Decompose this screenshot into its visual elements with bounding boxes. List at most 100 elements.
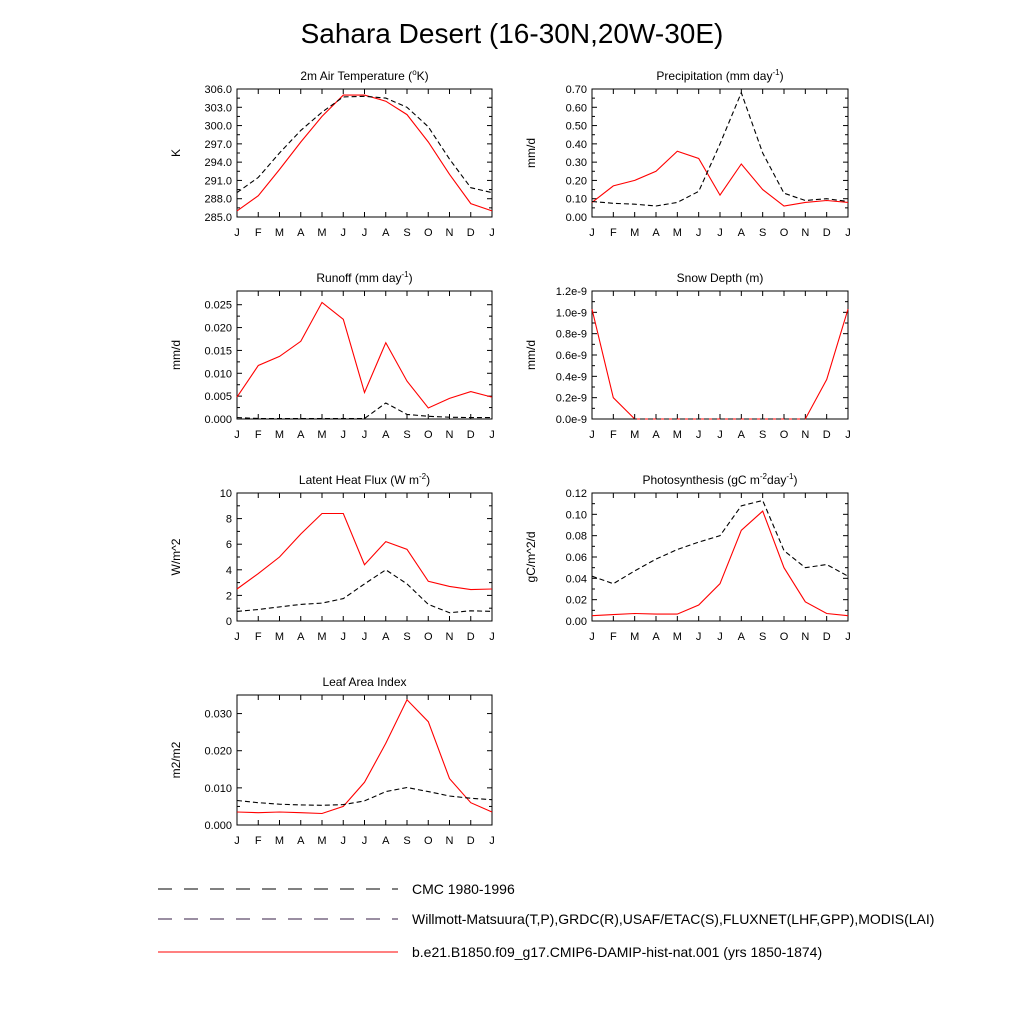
x-tick-label: J — [589, 227, 595, 239]
y-tick-label: 0.020 — [204, 323, 232, 335]
x-tick-label: J — [489, 227, 495, 239]
x-tick-label: J — [234, 631, 240, 643]
y-axis-label: m2/m2 — [169, 741, 183, 778]
x-tick-label: J — [234, 429, 240, 441]
x-tick-label: J — [362, 429, 368, 441]
x-tick-label: M — [317, 429, 326, 441]
plot-frame — [236, 492, 493, 622]
y-tick-label: 0.030 — [204, 709, 232, 721]
x-tick-label: F — [610, 429, 617, 441]
x-tick-label: S — [403, 835, 410, 847]
y-tick-label: 0.020 — [204, 746, 232, 758]
x-tick-label: F — [610, 227, 617, 239]
x-tick-label: J — [717, 429, 723, 441]
y-tick-label: 0.20 — [566, 175, 587, 187]
x-tick-label: J — [845, 631, 851, 643]
x-tick-label: A — [297, 429, 305, 441]
chart-title-text: Leaf Area Index — [322, 675, 406, 689]
plot-frame — [236, 88, 493, 218]
y-axis-label: mm/d — [169, 340, 183, 370]
chart-title: Runoff (mm day-1) — [316, 270, 412, 285]
legend-swatch-dashed — [158, 918, 398, 920]
x-tick-label: M — [673, 429, 682, 441]
x-tick-label: N — [446, 835, 454, 847]
series-line-model — [236, 94, 493, 212]
x-tick-label: J — [489, 631, 495, 643]
x-tick-label: J — [489, 429, 495, 441]
x-tick-label: A — [297, 631, 305, 643]
y-axis-label: K — [169, 149, 183, 157]
x-tick-label: S — [759, 227, 766, 239]
y-tick-label: 0.025 — [204, 300, 232, 312]
x-tick-label: D — [823, 227, 831, 239]
y-tick-label: 0.06 — [566, 552, 587, 564]
x-tick-label: A — [382, 227, 390, 239]
x-tick-label: A — [297, 227, 305, 239]
chart-title-superscript: o — [412, 68, 417, 77]
y-tick-label: 0.015 — [204, 345, 232, 357]
chart-title: 2m Air Temperature (oK) — [300, 68, 428, 83]
x-tick-label: N — [801, 429, 809, 441]
x-tick-label: A — [382, 429, 390, 441]
chart-title-superscript: -2 — [760, 472, 768, 481]
chart-title-text: Precipitation (mm day — [656, 69, 772, 83]
chart-title-text: K) — [417, 69, 429, 83]
y-tick-label: 1.0e-9 — [556, 307, 587, 319]
x-tick-label: J — [234, 835, 240, 847]
y-tick-label: 306.0 — [204, 84, 232, 96]
y-tick-label: 0.10 — [566, 194, 587, 206]
x-tick-label: F — [255, 227, 262, 239]
x-tick-label: J — [489, 835, 495, 847]
y-tick-label: 1.2e-9 — [556, 286, 587, 298]
x-tick-label: S — [759, 429, 766, 441]
x-tick-label: S — [403, 227, 410, 239]
x-tick-label: N — [801, 227, 809, 239]
y-tick-label: 297.0 — [204, 139, 232, 151]
chart-title-superscript: -2 — [419, 472, 427, 481]
x-tick-label: O — [424, 631, 433, 643]
x-tick-label: D — [823, 631, 831, 643]
x-tick-label: D — [467, 227, 475, 239]
y-tick-label: 2 — [226, 590, 232, 602]
x-tick-label: J — [341, 631, 347, 643]
y-tick-label: 0.10 — [566, 509, 587, 521]
y-tick-label: 0.50 — [566, 121, 587, 133]
chart-panel-photosynthesis: J F M A M J J A S O N D J0.000.020.040.060.080.100.1… — [524, 472, 851, 643]
y-tick-label: 0.005 — [204, 391, 232, 403]
y-tick-label: 0.60 — [566, 102, 587, 114]
x-tick-label: O — [424, 227, 433, 239]
x-tick-label: M — [317, 835, 326, 847]
chart-title-text: 2m Air Temperature ( — [300, 69, 412, 83]
chart-title: Leaf Area Index — [322, 675, 406, 689]
chart-title: Precipitation (mm day-1) — [656, 68, 783, 83]
y-tick-label: 0.12 — [566, 488, 587, 500]
x-tick-label: N — [801, 631, 809, 643]
series-line-model — [591, 150, 849, 207]
x-tick-label: A — [382, 835, 390, 847]
x-tick-label: O — [424, 835, 433, 847]
x-tick-label: M — [275, 227, 284, 239]
x-tick-label: M — [275, 429, 284, 441]
chart-title: Latent Heat Flux (W m-2) — [299, 472, 430, 487]
y-tick-label: 285.0 — [204, 212, 232, 224]
y-tick-label: 0.010 — [204, 368, 232, 380]
x-tick-label: O — [780, 429, 789, 441]
legend-swatch-solid — [158, 951, 398, 953]
series-line-observed — [236, 95, 493, 194]
y-tick-label: 6 — [226, 539, 232, 551]
chart-title-text: day — [767, 473, 786, 487]
x-tick-label: J — [234, 227, 240, 239]
chart-title-text: ) — [780, 69, 784, 83]
chart-panel-runoff: J F M A M J J A S O N D J0.0000.0050.0100.0150.0200.… — [169, 270, 495, 441]
x-tick-label: O — [424, 429, 433, 441]
plot-frame — [591, 290, 849, 420]
legend-swatch-dashed — [158, 888, 398, 890]
x-tick-label: M — [673, 631, 682, 643]
x-tick-label: J — [341, 227, 347, 239]
x-tick-label: J — [845, 429, 851, 441]
x-tick-label: S — [403, 429, 410, 441]
x-tick-label: S — [403, 631, 410, 643]
x-tick-label: A — [652, 631, 660, 643]
y-tick-label: 0.02 — [566, 595, 587, 607]
x-tick-label: J — [696, 429, 702, 441]
